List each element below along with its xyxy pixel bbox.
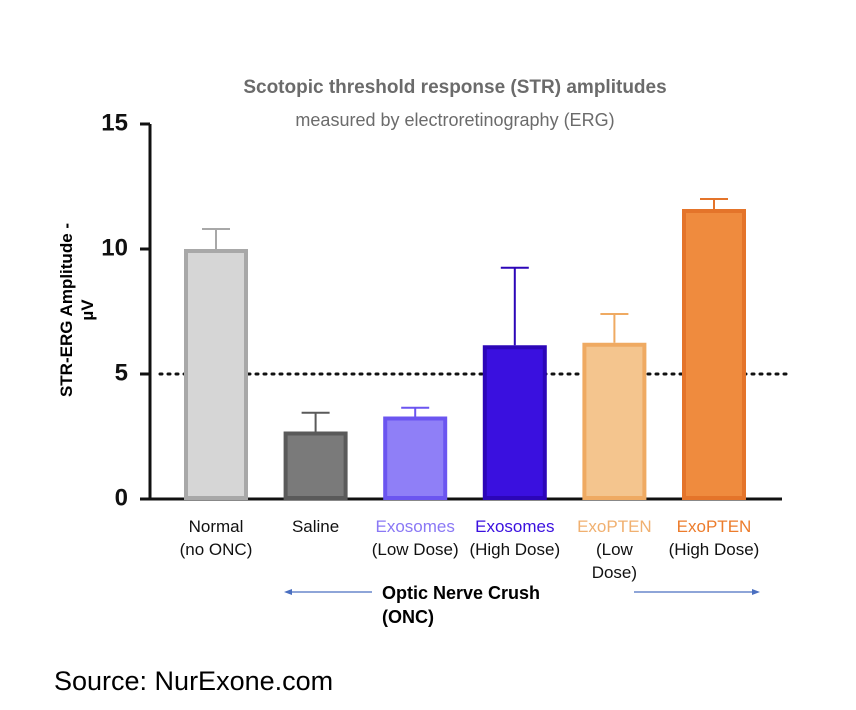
x-tick-label: Saline — [291, 517, 340, 536]
bar — [482, 345, 547, 500]
y-tick-label: 15 — [101, 109, 128, 136]
bar — [582, 342, 647, 500]
arrow-head — [752, 589, 760, 595]
y-tick-label: 5 — [115, 359, 128, 386]
y-axis-label: STR-ERG Amplitude - µV — [57, 222, 97, 398]
x-tick-label: Exosomes (High Dose) — [469, 517, 561, 559]
bar — [682, 209, 746, 500]
arrow-head — [284, 589, 292, 595]
chart-subtitle: measured by electroretinography (ERG) — [295, 110, 614, 130]
x-tick-label: Exosomes (Low Dose) — [371, 517, 459, 559]
y-tick-label: 0 — [115, 484, 128, 511]
x-tick-label: ExoPTEN (Low Dose) — [577, 517, 652, 582]
x-tick-label: ExoPTEN (High Dose) — [668, 517, 760, 559]
chart-title: Scotopic threshold response (STR) amplit… — [243, 77, 666, 98]
y-tick-label: 10 — [101, 234, 128, 261]
bar — [283, 431, 348, 500]
x-tick-label: Normal (no ONC) — [179, 517, 253, 559]
bar — [184, 249, 248, 500]
bar — [383, 416, 448, 500]
source: Source: NurExone.com — [54, 666, 334, 696]
annotation: Optic Nerve Crush (ONC) — [382, 583, 541, 627]
